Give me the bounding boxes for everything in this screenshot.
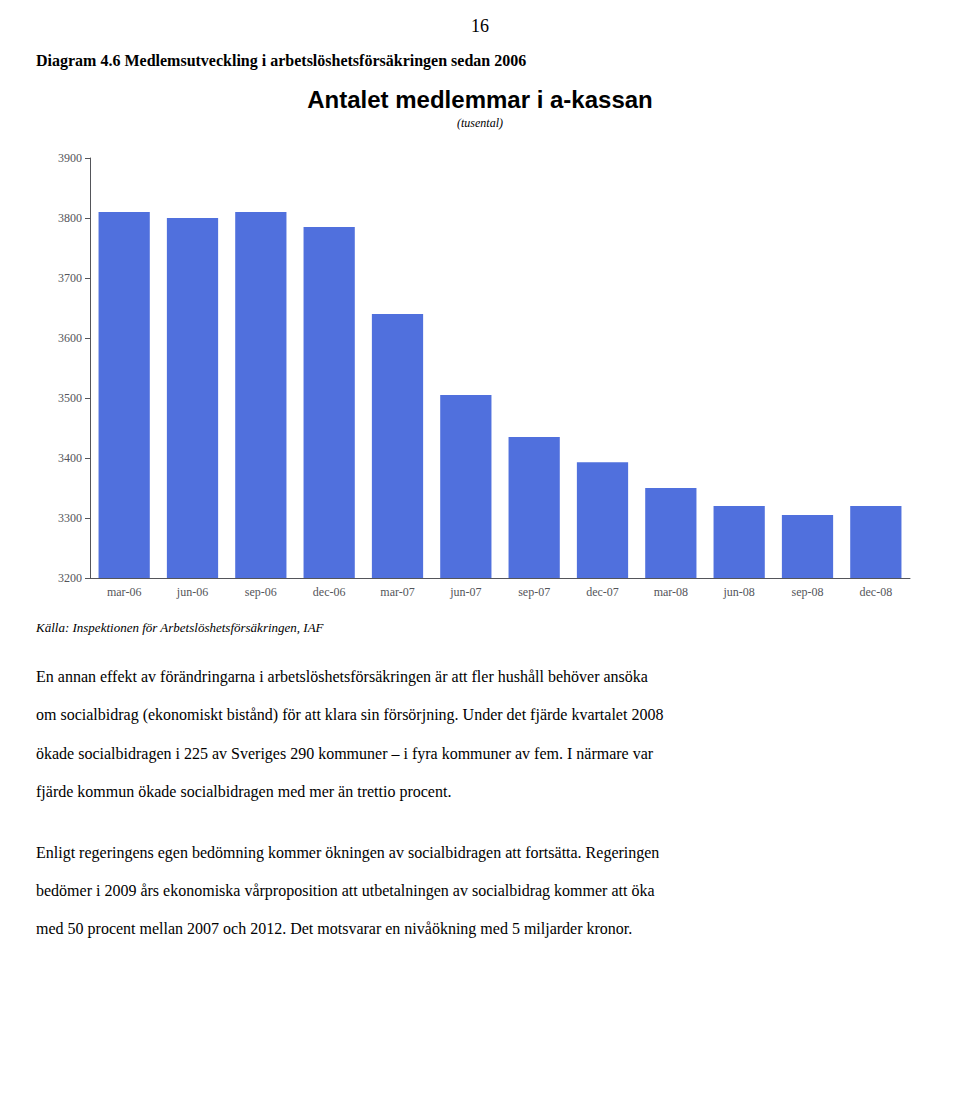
html-text:om socialbidrag (ekonomiskt bi: om socialbidrag (ekonomiskt bistånd) för… — [36, 706, 664, 724]
html-text:bedömer i 2009 års ekonomiska: bedömer i 2009 års ekonomiska vårproposi… — [36, 882, 655, 899]
svg-text:sep-07: sep-07 — [518, 585, 550, 599]
svg-text:mar-07: mar-07 — [380, 585, 414, 599]
html-text:16: 16 — [471, 16, 489, 36]
svg-text:3700: 3700 — [58, 271, 82, 285]
svg-text:3300: 3300 — [58, 511, 82, 525]
svg-text:3500: 3500 — [58, 391, 82, 405]
svg-text:Antalet medlemmar i a-kassan: Antalet medlemmar i a-kassan — [307, 86, 652, 113]
svg-text:sep-06: sep-06 — [245, 585, 277, 599]
svg-text:jun-07: jun-07 — [449, 585, 481, 599]
svg-text:sep-08: sep-08 — [792, 585, 824, 599]
svg-text:3800: 3800 — [58, 211, 82, 225]
svg-text:(tusental): (tusental) — [457, 116, 503, 130]
svg-text:dec-07: dec-07 — [586, 585, 619, 599]
html-text:Källa: Inspektionen för Arbets: Källa: Inspektionen för Arbetslöshetsför… — [36, 620, 324, 635]
svg-text:mar-06: mar-06 — [107, 585, 141, 599]
svg-text:dec-08: dec-08 — [860, 585, 893, 599]
html-text:Diagram 4.6 Medlemsutveckling: Diagram 4.6 Medlemsutveckling i arbetslö… — [36, 52, 527, 69]
html-text:fjärde kommun ökade socialbidr: fjärde kommun ökade socialbidragen med m… — [36, 783, 452, 801]
svg-text:3900: 3900 — [58, 151, 82, 165]
html-text:Enligt regeringens egen bedömn: Enligt regeringens egen bedömning kommer… — [36, 843, 660, 861]
html-text:En annan effekt av förändringa: En annan effekt av förändringarna i arbe… — [36, 668, 648, 685]
html-text:med 50 procent mellan 2007 och: med 50 procent mellan 2007 och 2012. Det… — [36, 920, 633, 938]
svg-text:3600: 3600 — [58, 331, 82, 345]
html-text:ökade socialbidragen i 225 av: ökade socialbidragen i 225 av Sveriges 2… — [36, 744, 654, 762]
svg-text:mar-08: mar-08 — [654, 585, 688, 599]
svg-text:jun-06: jun-06 — [176, 585, 208, 599]
svg-text:3400: 3400 — [58, 451, 82, 465]
svg-text:3200: 3200 — [58, 571, 82, 585]
svg-text:jun-08: jun-08 — [722, 585, 754, 599]
svg-text:dec-06: dec-06 — [313, 585, 346, 599]
